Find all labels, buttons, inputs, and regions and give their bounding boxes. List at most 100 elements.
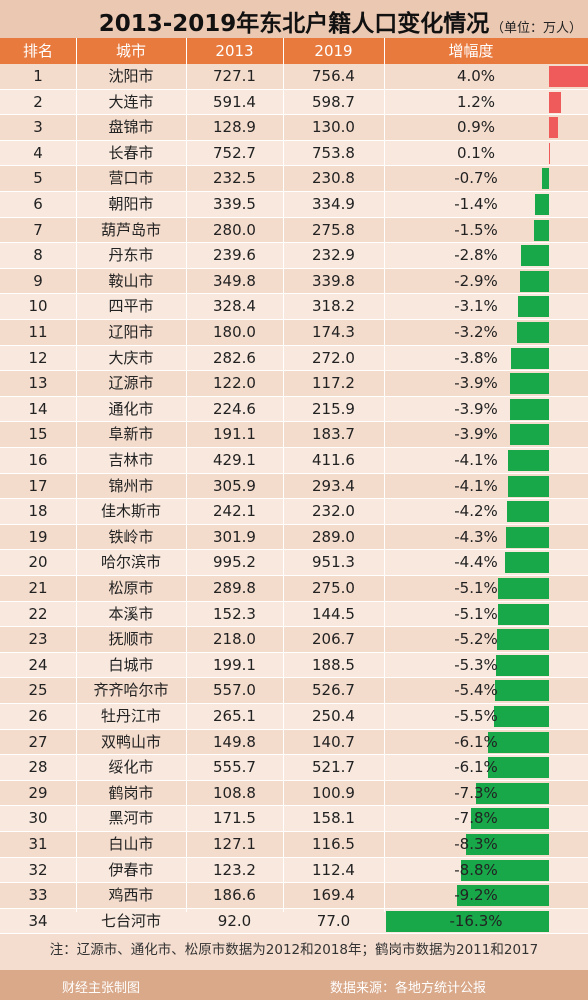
negative-change-bar	[498, 603, 549, 625]
negative-change-bar	[488, 731, 549, 753]
pop-2013-cell: 92.0	[217, 911, 252, 930]
change-label: -4.3%	[454, 527, 498, 546]
change-label: -1.4%	[454, 195, 498, 213]
negative-change-bar	[510, 398, 549, 420]
change-label: -5.1%	[454, 604, 498, 623]
negative-change-bar	[466, 834, 549, 855]
pop-2019-cell: 272.0	[312, 348, 355, 367]
change-label: -7.3%	[454, 783, 498, 802]
city-cell: 营口市	[108, 169, 154, 188]
pop-2013-cell: 128.9	[213, 118, 256, 137]
rank-cell: 34	[28, 911, 48, 930]
pop-2019-cell: 598.7	[312, 92, 355, 111]
pop-2019-cell: 158.1	[312, 809, 355, 828]
pop-2013-cell: 191.1	[213, 425, 256, 444]
pop-2013-cell: 127.1	[213, 835, 256, 853]
header-2013: 2013	[215, 42, 254, 60]
pop-2013-cell: 108.8	[213, 783, 256, 802]
city-cell: 葫芦岛市	[100, 220, 161, 239]
pop-2013-cell: 349.8	[213, 271, 256, 290]
pop-2019-cell: 951.3	[312, 553, 355, 572]
city-cell: 白山市	[108, 835, 154, 853]
negative-change-bar	[497, 629, 549, 651]
pop-2019-cell: 318.2	[312, 297, 355, 316]
table-row: 4 长春市 752.7 753.8 0.1%	[0, 140, 588, 167]
pop-2019-cell: 215.9	[312, 399, 355, 418]
pop-2013-cell: 152.3	[213, 604, 256, 623]
rank-cell: 14	[28, 399, 48, 418]
table-row: 14 通化市 224.6 215.9 -3.9%	[0, 396, 588, 423]
pop-2019-cell: 275.0	[312, 579, 355, 597]
city-cell: 四平市	[108, 297, 154, 316]
table-row: 24 白城市 199.1 188.5 -5.3%	[0, 652, 588, 679]
change-label: -16.3%	[449, 911, 503, 930]
change-label: -5.3%	[454, 655, 498, 674]
credit-maker: 财经主张制图	[62, 981, 141, 996]
pop-2019-cell: 232.0	[312, 502, 355, 521]
pop-2019-cell: 521.7	[312, 758, 355, 777]
negative-change-bar	[488, 757, 549, 779]
table-row: 13 辽源市 122.0 117.2 -3.9%	[0, 371, 588, 397]
pop-2019-cell: 112.4	[312, 860, 355, 879]
table-row: 10 四平市 328.4 318.2 -3.1%	[0, 294, 588, 320]
pop-2013-cell: 429.1	[213, 451, 256, 469]
column-divider	[384, 38, 385, 912]
negative-change-bar	[518, 296, 549, 318]
change-label: -3.9%	[454, 425, 498, 444]
negative-change-bar	[471, 808, 549, 830]
negative-change-bar	[517, 322, 549, 343]
city-cell: 抚顺市	[108, 630, 154, 649]
table-row: 30 黑河市 171.5 158.1 -7.8%	[0, 806, 588, 832]
rank-cell: 17	[28, 476, 48, 495]
negative-change-bar	[510, 373, 549, 395]
footer-bar: 财经主张制图 数据来源：各地方统计公报	[0, 970, 588, 1000]
positive-change-bar	[549, 66, 588, 87]
pop-2013-cell: 239.6	[213, 246, 256, 265]
city-cell: 齐齐哈尔市	[93, 681, 169, 700]
rank-cell: 19	[28, 527, 48, 546]
change-label: -4.1%	[454, 476, 498, 495]
rank-cell: 28	[28, 758, 48, 777]
city-cell: 鞍山市	[108, 271, 154, 290]
rank-cell: 32	[28, 860, 48, 879]
pop-2013-cell: 180.0	[213, 323, 256, 341]
negative-change-bar	[508, 450, 549, 471]
positive-change-bar	[549, 117, 558, 139]
rank-cell: 11	[28, 323, 48, 341]
negative-change-bar	[461, 859, 549, 881]
pop-2013-cell: 149.8	[213, 732, 256, 751]
rank-cell: 23	[28, 630, 48, 649]
rank-cell: 3	[33, 118, 43, 137]
change-label: 0.1%	[456, 143, 496, 162]
change-label: -3.9%	[454, 399, 498, 418]
negative-change-bar	[476, 782, 549, 804]
pop-2013-cell: 289.8	[213, 579, 256, 597]
change-label: -6.1%	[454, 758, 498, 777]
column-divider	[76, 38, 77, 912]
pop-2019-cell: 183.7	[312, 425, 355, 444]
table-row: 33 鸡西市 186.6 169.4 -9.2%	[0, 883, 588, 909]
table-row: 17 锦州市 305.9 293.4 -4.1%	[0, 473, 588, 500]
pop-2013-cell: 752.7	[213, 143, 256, 162]
negative-change-bar	[457, 885, 549, 907]
chart-title: 2013-2019年东北户籍人口变化情况	[98, 11, 490, 37]
negative-change-bar	[508, 475, 549, 497]
change-label: -2.8%	[454, 246, 498, 265]
change-label: -9.2%	[454, 886, 498, 905]
pop-2019-cell: 130.0	[312, 118, 355, 137]
rank-cell: 10	[28, 297, 48, 316]
table-row: 26 牡丹江市 265.1 250.4 -5.5%	[0, 704, 588, 730]
pop-2019-cell: 753.8	[312, 143, 355, 162]
pop-2019-cell: 188.5	[312, 655, 355, 674]
pop-2013-cell: 995.2	[213, 553, 256, 572]
change-label: -1.5%	[454, 220, 498, 239]
change-label: -8.8%	[454, 860, 498, 879]
rank-cell: 20	[28, 553, 48, 572]
pop-2013-cell: 555.7	[213, 758, 256, 777]
pop-2013-cell: 328.4	[213, 297, 256, 316]
table-row: 25 齐齐哈尔市 557.0 526.7 -5.4%	[0, 678, 588, 704]
change-label: -0.7%	[454, 169, 498, 188]
table-row: 11 辽阳市 180.0 174.3 -3.2%	[0, 320, 588, 346]
change-label: 4.0%	[456, 67, 496, 85]
